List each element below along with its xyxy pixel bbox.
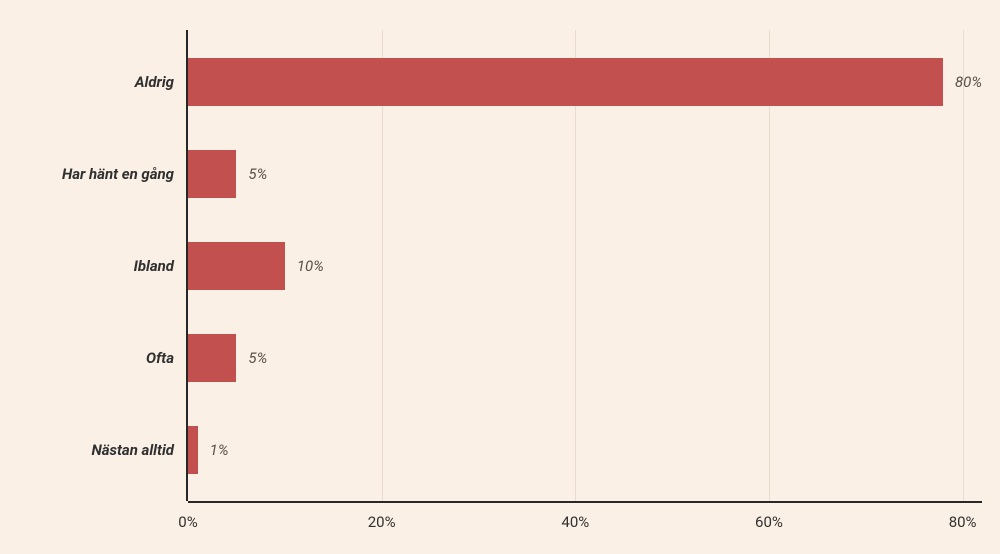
value-label: 1% bbox=[210, 441, 229, 459]
value-label: 5% bbox=[248, 165, 267, 183]
category-label: Har hänt en gång bbox=[62, 165, 188, 183]
bar bbox=[188, 150, 236, 198]
value-label: 5% bbox=[248, 349, 267, 367]
bar-row: Ibland10% bbox=[188, 242, 982, 290]
bar-row: Nästan alltid1% bbox=[188, 426, 982, 474]
category-label: Aldrig bbox=[135, 73, 188, 91]
plot-area: 0%20%40%60%80%Aldrig80%Har hänt en gång5… bbox=[188, 30, 982, 501]
chart-stage: 0%20%40%60%80%Aldrig80%Har hänt en gång5… bbox=[0, 0, 1000, 554]
bar-row: Ofta5% bbox=[188, 334, 982, 382]
bar bbox=[188, 58, 943, 106]
x-tick-label: 40% bbox=[561, 501, 589, 531]
bar-row: Aldrig80% bbox=[188, 58, 982, 106]
x-tick-label: 60% bbox=[755, 501, 783, 531]
category-label: Ofta bbox=[146, 349, 188, 367]
x-tick-label: 80% bbox=[949, 501, 977, 531]
category-label: Nästan alltid bbox=[91, 441, 188, 459]
category-label: Ibland bbox=[134, 257, 188, 275]
bar bbox=[188, 334, 236, 382]
value-label: 80% bbox=[955, 73, 982, 91]
value-label: 10% bbox=[297, 257, 324, 275]
x-axis-line bbox=[188, 501, 982, 503]
bar-row: Har hänt en gång5% bbox=[188, 150, 982, 198]
y-axis-line bbox=[186, 30, 188, 501]
bar bbox=[188, 242, 285, 290]
x-tick-label: 0% bbox=[178, 501, 197, 531]
bar bbox=[188, 426, 198, 474]
x-tick-label: 20% bbox=[368, 501, 396, 531]
